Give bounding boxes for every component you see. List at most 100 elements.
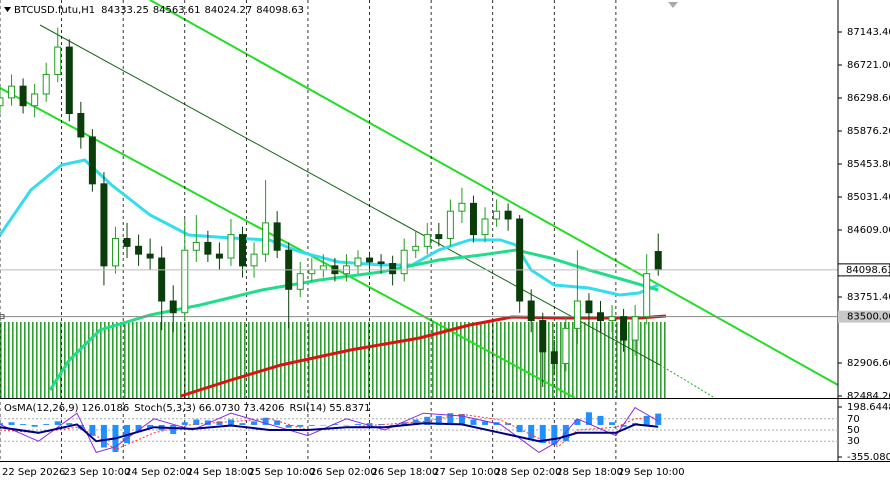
osma-bar	[378, 424, 385, 425]
osma-bar	[181, 422, 188, 425]
candle-body	[88, 136, 96, 185]
indicator-header: OsMA(12,26,9) 126.0186 Stoch(5,3,3) 66.0730…	[4, 403, 371, 414]
osma-bar	[528, 424, 535, 439]
ohlc-high: 84563.61	[153, 5, 201, 16]
osma-value: 126.0186	[82, 403, 130, 414]
y-tick-label: 85453.80	[847, 159, 890, 170]
candle-body	[550, 351, 558, 365]
osma-bar	[643, 415, 650, 425]
osma-bar	[297, 424, 304, 427]
channel-line	[149, 0, 839, 386]
osma-bar	[585, 412, 592, 425]
osma-bar	[54, 421, 61, 425]
osma-name: OsMA(12,26,9)	[4, 403, 79, 414]
candle-body	[469, 202, 477, 236]
candle-body	[215, 253, 223, 259]
candle-body	[319, 265, 327, 271]
osma-bar	[147, 424, 154, 429]
osma-bar	[574, 419, 581, 425]
level-handle	[0, 314, 5, 320]
candle-body	[262, 222, 270, 255]
osma-bar	[516, 424, 523, 433]
symbol: BTCUSD.futu,H1	[14, 5, 95, 16]
x-tick-label: 28 Sep 18:00	[556, 467, 623, 478]
candle-body	[100, 183, 108, 267]
candle-body	[643, 273, 651, 318]
osma-bar	[66, 423, 73, 425]
candle-body	[354, 257, 362, 267]
stoch-main	[0, 406, 659, 453]
level-box	[838, 310, 890, 323]
candle-body	[65, 46, 73, 115]
candle-body	[146, 253, 154, 259]
candle-body	[158, 257, 166, 302]
osma-bar	[320, 424, 327, 426]
candle-body	[435, 234, 443, 240]
x-tick-label: 23 Sep 10:00	[64, 467, 131, 478]
candle-body	[0, 97, 4, 107]
candle-body	[227, 234, 235, 259]
candle-body	[539, 320, 547, 353]
osma-bar	[539, 424, 546, 443]
stoch-signal-value: 73.4206	[243, 403, 284, 414]
candle-body	[169, 300, 177, 314]
osma-bar	[227, 419, 234, 425]
candle-body	[192, 241, 200, 251]
osma-bar	[331, 424, 338, 425]
candle-body	[481, 218, 489, 236]
osma-bar	[31, 424, 38, 427]
osma-bar	[482, 421, 489, 425]
level-tick-label: 70	[847, 414, 860, 425]
candle-body	[493, 210, 501, 220]
candle-body	[389, 263, 397, 275]
osma-bar	[620, 424, 627, 427]
osma-bar	[204, 420, 211, 425]
candle-body	[446, 210, 454, 240]
osma-bar	[20, 424, 27, 425]
osma-bar	[470, 419, 477, 425]
osma-bar	[216, 421, 223, 425]
osma-bar	[435, 415, 442, 425]
osma-bar	[655, 413, 662, 425]
candle-body	[654, 251, 662, 271]
candle-body	[135, 245, 143, 255]
y-tick-label: 85876.20	[847, 126, 890, 137]
osma-bar	[0, 423, 3, 425]
candle-body	[585, 300, 593, 314]
candle-body	[400, 249, 408, 275]
candle-body	[250, 253, 258, 267]
y-tick-label: 84609.00	[847, 225, 890, 236]
osma-bar	[343, 424, 350, 426]
stoch-name: Stoch(5,3,3)	[134, 403, 196, 414]
x-tick-label: 26 Sep 18:00	[372, 467, 439, 478]
osma-bar	[43, 424, 50, 425]
candle-body	[8, 85, 16, 99]
level-label: 83500.00	[847, 312, 890, 323]
candle-body	[516, 218, 524, 302]
osma-bar	[458, 414, 465, 425]
osma-bar	[193, 419, 200, 425]
candle-body	[412, 245, 420, 251]
channel-line	[659, 364, 716, 399]
x-tick-label: 24 Sep 18:00	[187, 467, 254, 478]
candle-body	[620, 316, 628, 341]
osma-bar	[597, 415, 604, 425]
candle-body	[54, 46, 62, 75]
candle-body	[596, 312, 604, 322]
osma-bar	[170, 424, 177, 434]
osma-bar	[124, 424, 131, 443]
candle-body	[504, 210, 512, 220]
osma-bar	[551, 424, 558, 445]
candle-body	[273, 222, 281, 251]
candle-body	[31, 93, 39, 107]
osma-bar	[354, 424, 361, 425]
x-tick-label: 24 Sep 02:00	[125, 467, 192, 478]
x-tick-label: 26 Sep 02:00	[310, 467, 377, 478]
candle-body	[608, 316, 616, 322]
x-tick-label: 22 Sep 2026	[2, 467, 65, 478]
price-box	[837, 263, 890, 277]
osma-bar	[251, 421, 258, 425]
